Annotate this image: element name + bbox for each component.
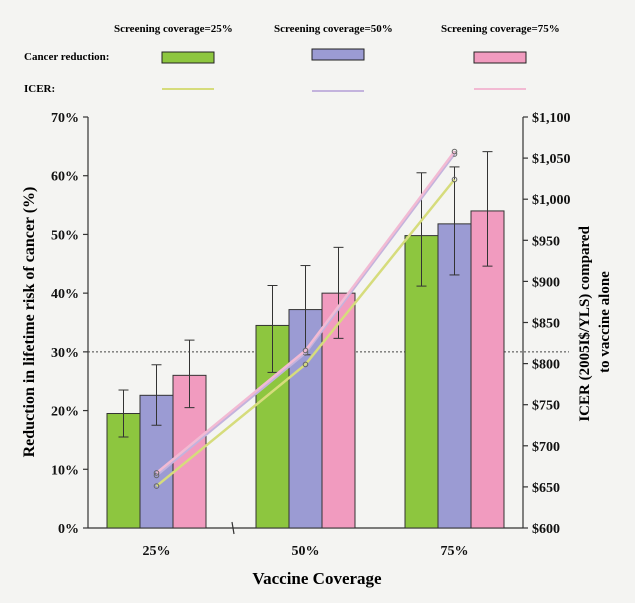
icer-marker	[153, 483, 160, 489]
icer-marker	[302, 347, 309, 354]
right-tick-label: $600	[532, 522, 560, 537]
left-tick-label: 50%	[51, 228, 79, 243]
legend-swatch-series-3	[473, 51, 527, 64]
right-axis-title-line-2: to vaccine alone	[597, 271, 613, 373]
icer-marker	[153, 472, 160, 479]
icer-line	[155, 150, 456, 474]
x-axis-title: Vaccine Coverage	[252, 569, 382, 588]
icer-marker	[451, 176, 458, 183]
left-tick-label: 70%	[51, 111, 79, 126]
right-tick-label: $700	[532, 440, 560, 455]
legend-swatch-series-1	[161, 51, 215, 64]
left-tick-label: 0%	[58, 522, 79, 537]
left-tick-label: 30%	[51, 346, 79, 361]
right-tick-label: $850	[532, 317, 560, 332]
left-tick-label: 60%	[51, 170, 79, 185]
left-tick-label: 10%	[51, 463, 79, 478]
icer-marker	[451, 148, 458, 155]
x-axis-break-mark	[231, 521, 235, 535]
right-tick-label: $650	[532, 481, 560, 496]
right-tick-label: $800	[532, 358, 560, 373]
legend-row-cancer-reduction: Cancer reduction:	[24, 51, 109, 63]
right-tick-label: $950	[532, 234, 560, 249]
left-axis-ticks: 0% 10% 20% 30% 40% 50% 60% 70%	[51, 111, 88, 537]
legend-header-3: Screening coverage=75%	[441, 23, 560, 35]
legend-header-2: Screening coverage=50%	[274, 23, 393, 35]
legend-header-1: Screening coverage=25%	[114, 23, 233, 35]
icer-marker	[302, 361, 309, 368]
left-tick-label: 40%	[51, 287, 79, 302]
legend: Screening coverage=25% Screening coverag…	[24, 23, 560, 95]
right-tick-label: $900	[532, 275, 560, 290]
bars	[106, 151, 505, 529]
icer-line	[155, 178, 456, 488]
right-tick-label: $1,000	[532, 193, 571, 208]
left-tick-label: 20%	[51, 405, 79, 420]
right-axis-title: ICER (2005I$/YLS) compared to vaccine al…	[577, 222, 613, 421]
x-tick-label: 50%	[292, 544, 320, 559]
x-tick-label: 75%	[441, 544, 469, 559]
right-tick-label: $750	[532, 399, 560, 414]
right-tick-label: $1,050	[532, 152, 571, 167]
x-tick-label: 25%	[143, 544, 171, 559]
icer-marker	[153, 470, 160, 476]
legend-swatch-series-2	[311, 48, 365, 61]
icer-lines	[153, 148, 458, 489]
left-axis-title: Reduction in lifetime risk of cancer (%)	[21, 187, 38, 458]
right-tick-label: $1,100	[532, 111, 571, 126]
legend-row-icer: ICER:	[24, 83, 55, 95]
right-axis-title-line-1: ICER (2005I$/YLS) compared	[577, 225, 593, 421]
right-axis-ticks: $600 $650 $700 $750 $800 $850 $900 $950 $1,000 $1…	[523, 111, 571, 537]
x-axis-ticks: 25% 50% 75%	[143, 544, 469, 559]
